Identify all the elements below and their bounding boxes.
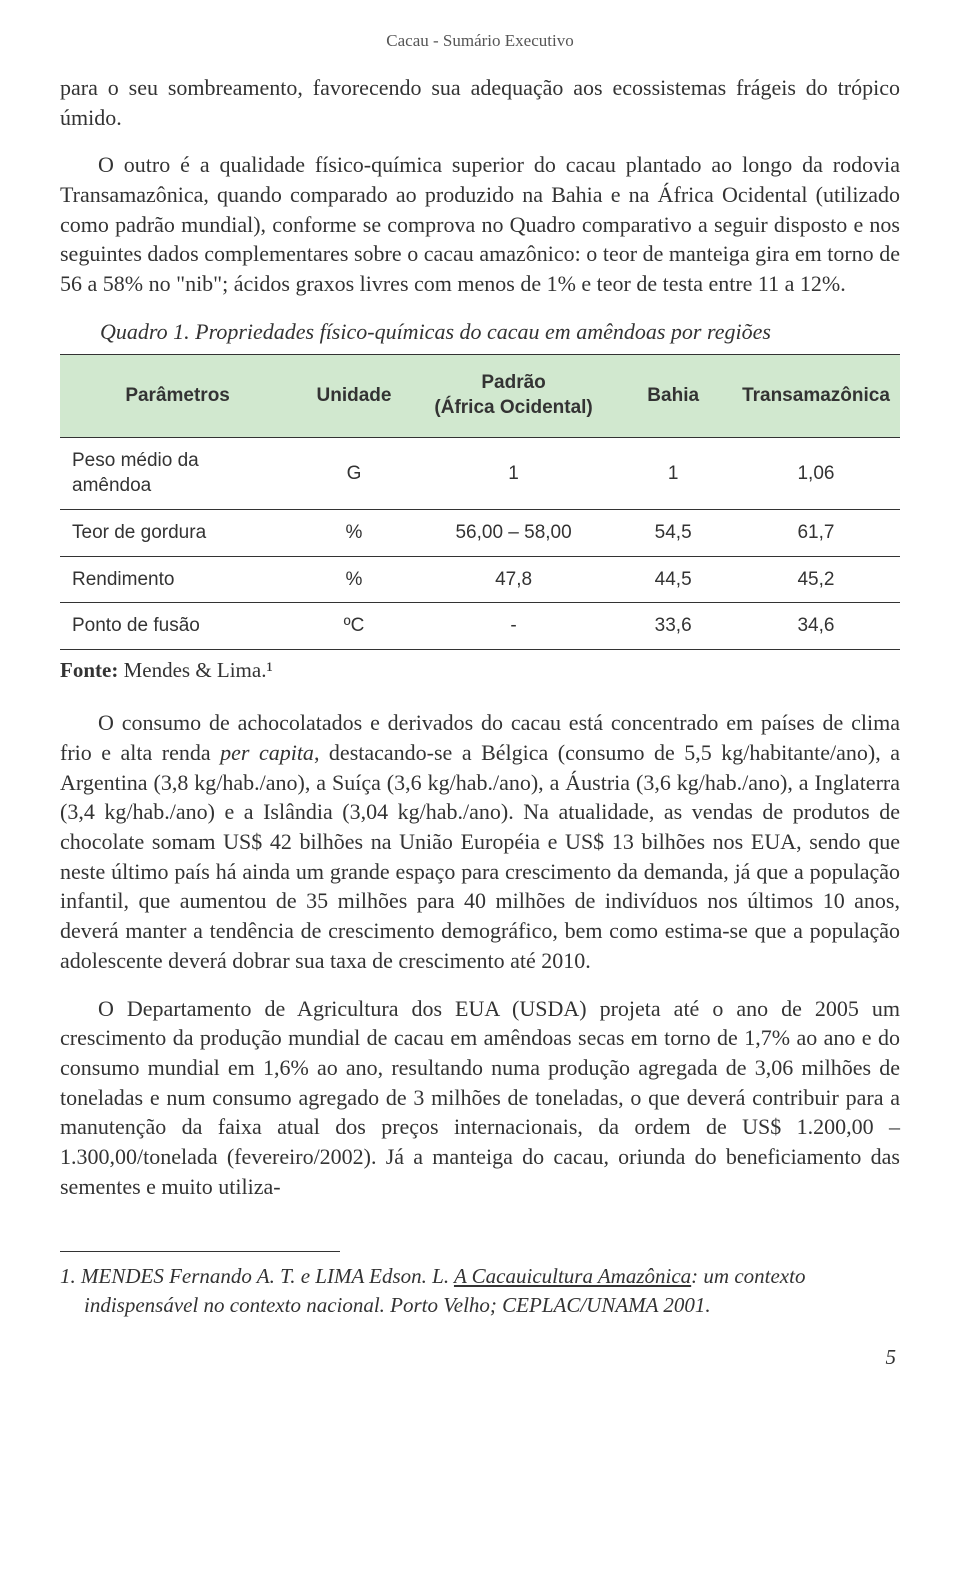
- table-source-label: Fonte:: [60, 658, 118, 682]
- cell: 1,06: [732, 437, 900, 509]
- paragraph-1: para o seu sombreamento, favorecendo sua…: [60, 73, 900, 132]
- cell: 45,2: [732, 556, 900, 603]
- col-padrao: Padrão(África Ocidental): [413, 355, 615, 437]
- col-unidade: Unidade: [295, 355, 413, 437]
- cell: 44,5: [614, 556, 732, 603]
- table-header-row: Parâmetros Unidade Padrão(África Ocident…: [60, 355, 900, 437]
- col-parametros: Parâmetros: [60, 355, 295, 437]
- footnote-prefix: 1. MENDES Fernando A. T. e LIMA Edson. L…: [60, 1264, 454, 1288]
- cell: 47,8: [413, 556, 615, 603]
- cell: 1: [413, 437, 615, 509]
- cell-param: Rendimento: [60, 556, 295, 603]
- table-row: Ponto de fusão ºC - 33,6 34,6: [60, 603, 900, 650]
- col-transamazonica: Transamazônica: [732, 355, 900, 437]
- table-row: Peso médio da amêndoa G 1 1 1,06: [60, 437, 900, 509]
- cell: 1: [614, 437, 732, 509]
- cell: -: [413, 603, 615, 650]
- para3-percapita: per capita: [220, 740, 314, 765]
- paragraph-4: O Departamento de Agricultura dos EUA (U…: [60, 994, 900, 1202]
- table-caption: Quadro 1. Propriedades físico-químicas d…: [100, 317, 900, 347]
- cell: ºC: [295, 603, 413, 650]
- cell: 54,5: [614, 510, 732, 557]
- properties-table: Parâmetros Unidade Padrão(África Ocident…: [60, 354, 900, 650]
- col-bahia: Bahia: [614, 355, 732, 437]
- para3-part-b: , destacando-se a Bélgica (consumo de 5,…: [60, 740, 900, 973]
- footnote-separator: [60, 1251, 340, 1252]
- page-number: 5: [60, 1343, 900, 1371]
- table-row: Teor de gordura % 56,00 – 58,00 54,5 61,…: [60, 510, 900, 557]
- cell-param: Ponto de fusão: [60, 603, 295, 650]
- cell: 56,00 – 58,00: [413, 510, 615, 557]
- footnote-title: A Cacauicultura Amazônica: [454, 1264, 691, 1288]
- paragraph-3: O consumo de achocolatados e derivados d…: [60, 708, 900, 975]
- cell: G: [295, 437, 413, 509]
- cell-param: Peso médio da amêndoa: [60, 437, 295, 509]
- cell: 61,7: [732, 510, 900, 557]
- table-source-value: Mendes & Lima.¹: [118, 658, 272, 682]
- running-header: Cacau - Sumário Executivo: [60, 30, 900, 53]
- table-row: Rendimento % 47,8 44,5 45,2: [60, 556, 900, 603]
- cell: 33,6: [614, 603, 732, 650]
- footnote-1: 1. MENDES Fernando A. T. e LIMA Edson. L…: [60, 1262, 900, 1319]
- cell: %: [295, 556, 413, 603]
- paragraph-2: O outro é a qualidade físico-química sup…: [60, 150, 900, 298]
- cell: 34,6: [732, 603, 900, 650]
- cell-param: Teor de gordura: [60, 510, 295, 557]
- table-source: Fonte: Mendes & Lima.¹: [60, 656, 900, 684]
- cell: %: [295, 510, 413, 557]
